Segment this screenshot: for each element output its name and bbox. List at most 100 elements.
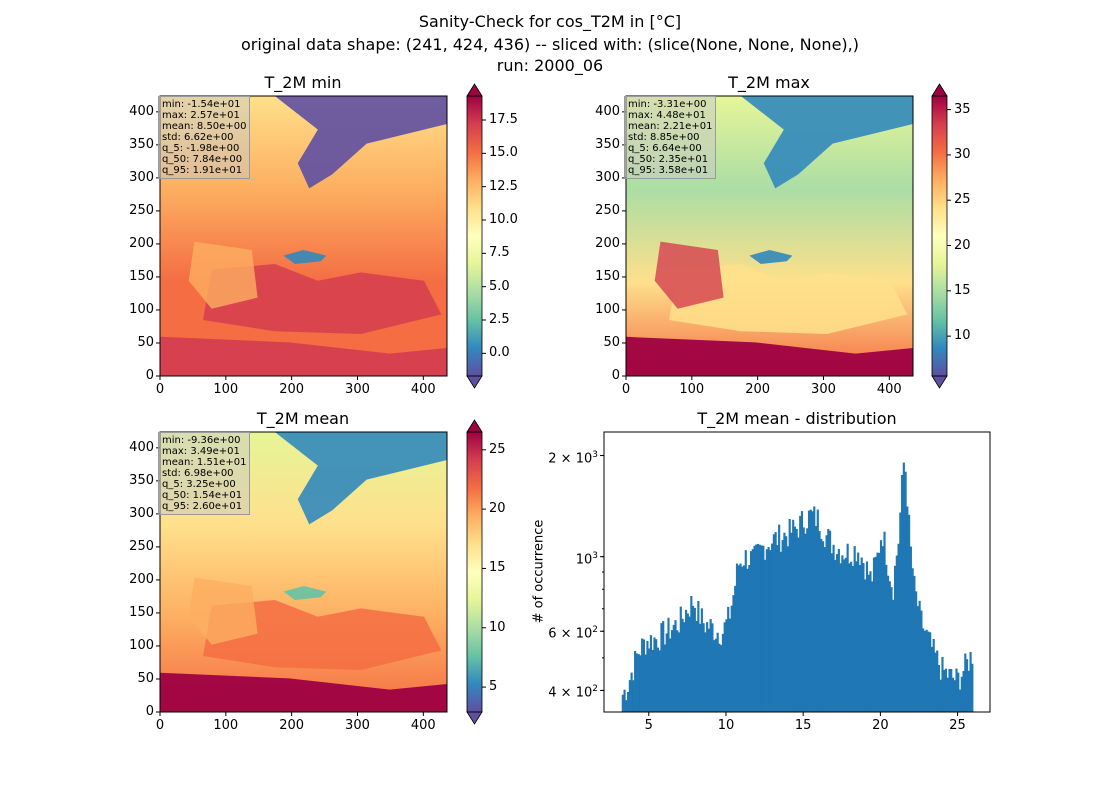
histogram-bar [895,555,898,712]
y-tick-label: 50 [137,670,154,686]
histogram-bar [669,638,672,712]
y-tick-label: 200 [129,235,154,251]
histogram-bar [874,556,877,712]
histogram-bar [700,608,703,712]
x-tick-label: 15 [794,718,812,733]
histogram-bar [830,553,833,712]
histogram-bar [816,509,819,712]
histogram-bar [714,638,717,712]
histogram-bar [936,650,939,712]
histogram-bar [742,565,746,712]
histogram-bar [681,618,684,712]
histogram-bar [697,600,700,712]
histogram-bar [795,528,798,712]
histogram-bar [648,648,651,712]
histogram-bar [955,668,958,712]
histogram-bar [699,623,702,712]
histogram-bar [762,545,765,712]
x-tick-label: 100 [679,382,705,397]
histogram-bar [792,519,795,712]
colorbar-tick-label: 10 [954,328,971,344]
histogram-bar [857,552,860,712]
histogram-bar [713,640,716,712]
y-tick-label: 250 [129,538,154,554]
histogram-bar [627,691,630,712]
histogram-bar [776,545,779,712]
histogram-bar [851,565,854,712]
colorbar-frame [466,95,483,377]
histogram-bar [844,557,847,712]
histogram-bar [832,544,835,712]
stats-line: min: -1.54e+01 [162,99,241,110]
histogram-bar [684,609,688,712]
histogram-bar [683,622,686,712]
colorbar-frame [931,95,948,377]
figure-title-line-3: run: 2000_06 [496,56,604,75]
x-tick-label: 200 [279,382,305,397]
histogram-bar [827,529,830,712]
y-tick-label: 200 [595,235,620,251]
histogram-bar [839,563,842,712]
y-tick-mantissa: 6 [548,626,557,642]
histogram-bar [904,471,907,712]
histogram-bar [739,563,742,712]
histogram-bar [950,669,953,712]
histogram-bar [883,531,886,712]
histogram-bar [662,621,665,712]
histogram-bar [850,561,853,712]
panel-title: T_2M min [264,73,342,92]
y-tick-label: 150 [129,604,154,620]
y-tick-label: 0 [145,704,154,719]
colorbar-extend-max [466,419,483,433]
histogram-bar [962,671,965,712]
histogram-bar [734,585,737,712]
x-tick-label: 20 [872,718,889,733]
colorbar-tick-label: 17.5 [489,112,518,127]
histogram-bar [960,676,963,712]
histogram-bar [951,677,955,712]
histogram-bar [902,462,905,712]
histogram-bar [869,571,872,712]
histogram-bar [690,596,693,712]
colorbar-tick-label: 10 [489,619,506,635]
histogram-bar [693,607,696,712]
stats-line: q_5: -1.98e+00 [162,143,240,154]
histogram-bar [707,628,710,712]
y-tick-label: 150 [129,268,154,284]
histogram-bar [637,654,640,712]
x-tick-label: 100 [213,382,239,397]
heatmap-image [160,432,447,712]
x-tick-label: 5 [644,718,653,733]
histogram-bar [811,511,814,712]
histogram-bar [820,538,823,712]
histogram-bar [741,566,744,712]
y-tick-label: 100 [129,301,154,317]
x-tick-label: 400 [410,382,436,397]
histogram-bar [758,544,761,712]
histogram-bar [735,563,739,712]
stats-line: q_5: 6.64e+00 [628,143,702,154]
histogram-bar [853,546,856,712]
histogram-bar [923,630,926,712]
colorbar-extend-min [466,711,483,725]
histogram-bar [888,581,891,712]
histogram-bar [814,526,818,712]
histogram-bar [732,595,735,712]
stats-line: max: 4.48e+01 [628,110,706,121]
histogram-bar [799,515,802,712]
histogram-bar [753,545,756,712]
y-tick-label: 100 [129,637,154,653]
stats-line: q_50: 2.35e+01 [628,154,709,165]
colorbar-gradient [467,96,482,376]
colorbar-tick-label: 15 [489,560,506,576]
colorbar-tick-label: 0.0 [489,345,510,361]
histogram-bar [755,544,758,712]
stats-line: q_5: 3.25e+00 [162,479,236,490]
histogram-bar [825,535,828,712]
histogram-bar [658,650,661,712]
stats-line: max: 2.57e+01 [162,110,240,121]
stats-line: mean: 8.50e+00 [162,121,247,132]
axes-frame [159,431,448,713]
histogram-bar [674,620,677,712]
histogram-bar [778,524,781,712]
